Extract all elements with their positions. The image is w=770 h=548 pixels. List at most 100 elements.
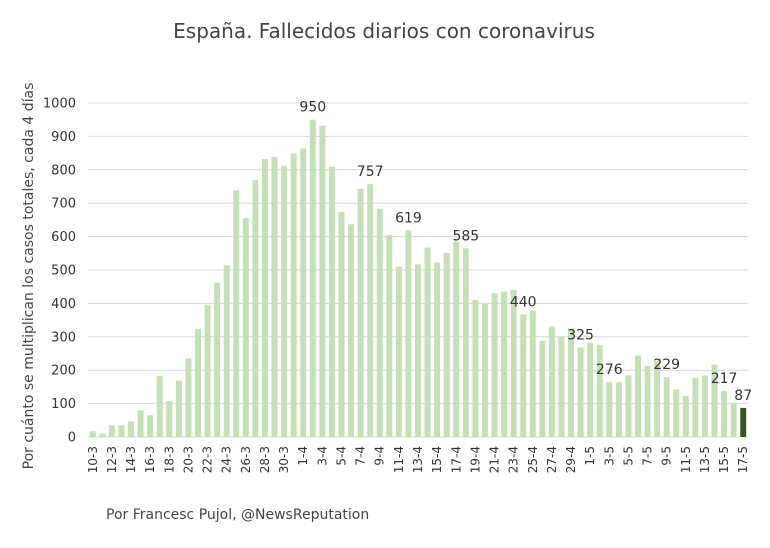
bar (204, 305, 211, 437)
bar (376, 208, 383, 437)
x-tick-label: 11-4 (392, 446, 406, 473)
bar (434, 262, 441, 437)
y-tick-label: 700 (51, 197, 76, 212)
bar (520, 314, 527, 437)
bar (721, 390, 728, 437)
x-tick-label: 25-4 (526, 446, 540, 473)
bar (625, 375, 632, 437)
x-tick-label: 18-3 (162, 446, 176, 473)
bar (711, 364, 718, 437)
y-axis-label: Por cuánto se multiplican los casos tota… (21, 83, 37, 470)
x-tick-label: 16-3 (143, 446, 157, 473)
x-tick-label: 13-5 (698, 446, 712, 473)
bar (185, 358, 192, 437)
bar (386, 234, 393, 437)
bar (424, 247, 431, 437)
x-tick-label: 14-3 (124, 446, 138, 473)
bar (472, 300, 479, 437)
bar (481, 303, 488, 437)
bar (223, 265, 230, 437)
bar (730, 402, 737, 437)
x-tick-label: 10-3 (86, 446, 100, 473)
bar (99, 433, 106, 437)
y-tick-label: 800 (51, 163, 76, 178)
x-tick-label: 20-3 (181, 446, 195, 473)
bar (252, 180, 259, 438)
footer-credit: Por Francesc Pujol, @NewsReputation (106, 507, 369, 523)
x-axis-ticks: 10-3 12-3 14-3 16-3 18-3 20-3 22-3 24-3 26-3 28-3… (86, 446, 750, 473)
bar (195, 328, 201, 437)
bars (89, 119, 747, 438)
bar (673, 389, 680, 437)
bar (682, 395, 689, 437)
x-tick-label: 11-5 (679, 446, 693, 473)
y-tick-label: 100 (51, 397, 76, 412)
y-tick-label: 400 (51, 297, 76, 312)
bar (89, 431, 96, 437)
bar (644, 365, 651, 437)
x-tick-label: 3-5 (602, 446, 616, 466)
x-tick-label: 15-5 (717, 446, 731, 473)
bar (453, 241, 460, 437)
chart-title: España. Fallecidos diarios con coronavir… (173, 19, 595, 43)
x-tick-label: 7-4 (354, 446, 368, 466)
data-label: 217 (711, 371, 738, 387)
y-tick-label: 900 (51, 130, 76, 145)
x-tick-label: 7-5 (641, 446, 655, 466)
x-tick-label: 9-5 (660, 446, 674, 466)
x-tick-label: 15-4 (430, 446, 444, 473)
x-tick-label: 21-4 (488, 446, 502, 473)
bar (271, 157, 278, 437)
data-label: 585 (452, 228, 479, 244)
y-tick-label: 0 (68, 431, 76, 446)
data-label: 325 (567, 327, 594, 343)
bar (233, 190, 240, 437)
bar (395, 266, 402, 437)
data-label: 87 (734, 388, 752, 404)
bar (587, 343, 594, 437)
x-tick-label: 1-4 (296, 446, 310, 466)
bar (147, 415, 154, 437)
x-tick-label: 19-4 (468, 446, 482, 473)
bar (348, 224, 355, 437)
bar (118, 425, 125, 437)
bar (166, 401, 173, 437)
bar (529, 310, 536, 437)
data-label: 276 (596, 362, 623, 378)
bar (568, 328, 575, 437)
x-tick-label: 27-4 (545, 446, 559, 473)
y-tick-label: 500 (51, 264, 76, 279)
bar (338, 211, 345, 437)
x-tick-label: 24-3 (220, 446, 234, 473)
bar (328, 166, 335, 437)
bar (261, 159, 268, 437)
bar (548, 326, 555, 437)
bar-highlight (740, 407, 747, 437)
data-label: 757 (357, 164, 384, 180)
x-tick-label: 17-5 (736, 446, 750, 473)
bar (443, 252, 450, 437)
bar (137, 410, 144, 437)
bar (606, 382, 613, 437)
bar (654, 360, 661, 437)
bar (491, 293, 498, 437)
bar (596, 344, 603, 437)
bar (692, 378, 699, 437)
x-tick-label: 3-4 (315, 446, 329, 466)
bar (405, 230, 412, 437)
data-label: 619 (395, 210, 422, 226)
bar (539, 340, 546, 437)
bar (357, 188, 364, 437)
x-tick-label: 23-4 (507, 446, 521, 473)
x-tick-label: 22-3 (201, 446, 215, 473)
x-tick-label: 5-4 (334, 446, 348, 466)
y-axis-ticks: 0 100 200 300 400 500 600 700 800 900 1000 (43, 97, 76, 446)
bar (242, 218, 249, 437)
x-tick-label: 30-3 (277, 446, 291, 473)
bar (577, 347, 584, 437)
x-tick-label: 29-4 (564, 446, 578, 473)
bar (663, 377, 670, 437)
x-tick-label: 13-4 (411, 446, 425, 473)
